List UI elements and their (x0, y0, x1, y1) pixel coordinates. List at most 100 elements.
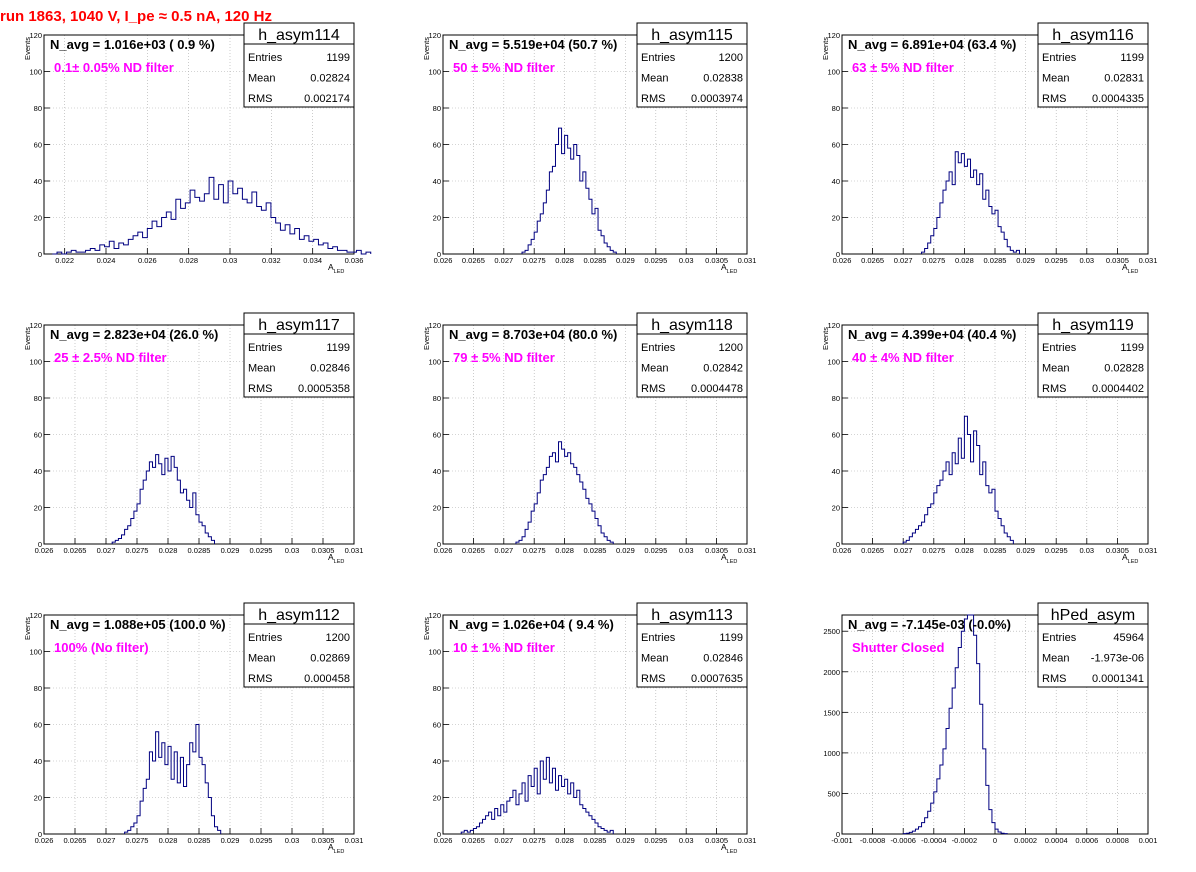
x-tick-label: 0 (993, 836, 997, 845)
x-tick-label: 0.034 (303, 256, 322, 265)
y-tick-label: 120 (827, 321, 840, 330)
x-tick-label: 0.031 (345, 836, 364, 845)
x-tick-label: 0.026 (434, 256, 453, 265)
x-tick-label: 0.0295 (644, 546, 667, 555)
navg-label: N_avg = 1.016e+03 ( 0.9 %) (50, 37, 215, 52)
filter-label: 63 ± 5% ND filter (852, 60, 954, 75)
x-tick-label: 0.03 (285, 836, 300, 845)
histogram-line (902, 614, 1008, 835)
x-tick-label: 0.0275 (922, 546, 945, 555)
stats-value: 0.02828 (1104, 363, 1144, 375)
y-tick-label: 100 (29, 358, 42, 367)
x-tick-label: 0.027 (97, 836, 116, 845)
stats-label: RMS (1042, 383, 1066, 395)
stats-value: -1.973e-06 (1091, 653, 1144, 665)
y-tick-label: 1000 (823, 749, 840, 758)
y-tick-label: 120 (428, 321, 441, 330)
navg-label: N_avg = -7.145e-03 (-0.0%) (848, 617, 1011, 632)
x-tick-label: 0.0275 (126, 546, 149, 555)
x-tick-label: 0.0285 (984, 546, 1007, 555)
y-tick-label: 100 (428, 68, 441, 77)
y-tick-label: 0 (836, 540, 840, 549)
stats-box (1037, 312, 1149, 398)
x-tick-label: 0.022 (55, 256, 74, 265)
stats-box (243, 312, 355, 398)
stats-box (1037, 602, 1149, 688)
y-tick-label: 100 (29, 68, 42, 77)
y-tick-label: 100 (827, 358, 840, 367)
y-tick-label: 60 (433, 141, 441, 150)
y-tick-label: 80 (34, 394, 42, 403)
filter-label: 79 ± 5% ND filter (453, 350, 555, 365)
stats-label: RMS (641, 93, 665, 105)
stats-label: Entries (641, 342, 676, 354)
x-tick-label: 0.0305 (1106, 546, 1129, 555)
y-tick-label: 500 (827, 789, 840, 798)
histogram-line (111, 454, 215, 544)
y-tick-label: 100 (827, 68, 840, 77)
y-tick-label: 20 (832, 504, 840, 513)
y-tick-label: 40 (34, 467, 42, 476)
stats-value: 0.002174 (304, 93, 350, 105)
x-tick-label: 0.032 (262, 256, 281, 265)
x-tick-label: 0.001 (1139, 836, 1158, 845)
stats-box-title: h_asym116 (1052, 27, 1134, 44)
y-axis-title: Events (821, 37, 830, 60)
stats-value: 1199 (1120, 52, 1144, 64)
x-tick-label: 0.028 (159, 546, 178, 555)
x-tick-label: 0.027 (494, 836, 513, 845)
filter-label: 40 ± 4% ND filter (852, 350, 954, 365)
x-tick-label: -0.0004 (921, 836, 946, 845)
y-tick-label: 60 (34, 721, 42, 730)
filter-label: Shutter Closed (852, 640, 945, 655)
y-tick-label: 0 (38, 830, 42, 839)
y-tick-label: 0 (836, 250, 840, 259)
stats-box (636, 22, 748, 108)
y-tick-label: 80 (433, 394, 441, 403)
x-tick-label: 0.0295 (1045, 256, 1068, 265)
stats-value: 1200 (719, 52, 743, 64)
stats-label: Mean (641, 653, 669, 665)
y-tick-label: 0 (437, 540, 441, 549)
stats-label: Mean (248, 653, 276, 665)
x-tick-label: 0.031 (1139, 546, 1158, 555)
y-tick-label: 20 (433, 794, 441, 803)
x-tick-label: 0.028 (955, 256, 974, 265)
x-tick-label: 0.0295 (250, 836, 273, 845)
x-tick-label: 0.0265 (462, 836, 485, 845)
y-axis-title: Events (821, 327, 830, 350)
stats-label: Mean (641, 73, 669, 85)
x-tick-label: 0.026 (35, 546, 54, 555)
x-tick-label: 0.031 (1139, 256, 1158, 265)
stats-label: RMS (248, 673, 272, 685)
histogram-line (460, 756, 614, 834)
stats-box-title: h_asym119 (1052, 317, 1134, 334)
y-tick-label: 80 (433, 684, 441, 693)
y-tick-label: 40 (433, 467, 441, 476)
stats-label: Mean (248, 363, 276, 375)
x-tick-label: 0.029 (616, 836, 635, 845)
x-tick-label: 0.026 (434, 546, 453, 555)
stats-value: 45964 (1113, 632, 1144, 644)
x-tick-label: 0.0275 (922, 256, 945, 265)
stats-label: RMS (248, 93, 272, 105)
y-tick-label: 20 (433, 504, 441, 513)
x-tick-label: 0.027 (494, 546, 513, 555)
stats-box (243, 22, 355, 108)
y-tick-label: 80 (34, 104, 42, 113)
x-tick-label: 0.0305 (1106, 256, 1129, 265)
stats-value: 0.02838 (703, 73, 743, 85)
x-axis-title: ALED (328, 552, 344, 565)
x-tick-label: 0.03 (1079, 546, 1094, 555)
x-tick-label: 0.028 (555, 546, 574, 555)
stats-value: 0.02846 (310, 363, 350, 375)
x-tick-label: 0.0265 (64, 836, 87, 845)
x-tick-label: 0.027 (894, 546, 913, 555)
x-tick-label: 0.0275 (523, 256, 546, 265)
stats-label: RMS (1042, 93, 1066, 105)
y-tick-label: 60 (34, 141, 42, 150)
stats-box-title: h_asym117 (258, 317, 340, 334)
navg-label: N_avg = 6.891e+04 (63.4 %) (848, 37, 1016, 52)
x-tick-label: 0.029 (616, 546, 635, 555)
x-tick-label: 0.0285 (188, 836, 211, 845)
